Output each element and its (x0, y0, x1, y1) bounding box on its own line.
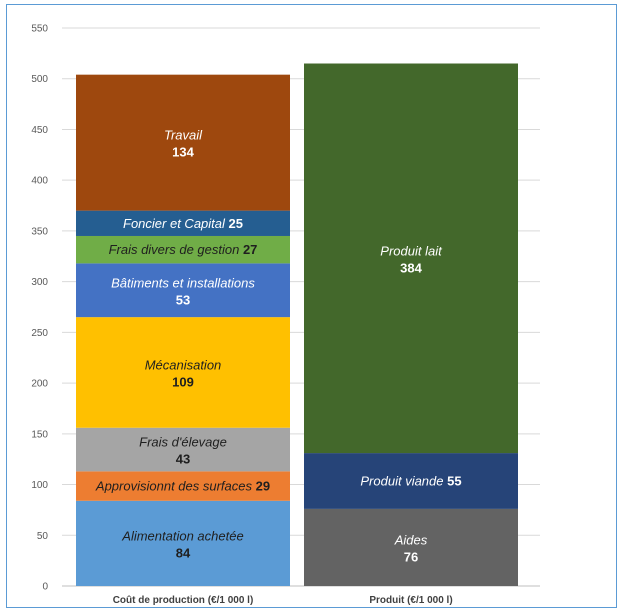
y-tick-label: 350 (31, 226, 48, 237)
y-tick-label: 450 (31, 125, 48, 136)
bar-segment (76, 471, 290, 501)
segment-label: Frais divers de gestion 27 (109, 242, 258, 257)
bars (76, 63, 518, 586)
segment-label: Produit viande 55 (360, 473, 461, 488)
segment-name: Mécanisation (145, 357, 222, 372)
segment-name: Frais divers de gestion (109, 242, 240, 257)
segment-value: 84 (176, 545, 191, 560)
bar-segment (76, 210, 290, 236)
bar-segment (76, 317, 290, 428)
bar-segment (76, 74, 290, 211)
segment-value: 25 (225, 216, 243, 231)
y-tick-label: 50 (37, 531, 49, 542)
segment-value: 29 (252, 479, 270, 494)
segment-label: Approvisionnt des surfaces 29 (95, 479, 270, 494)
data-labels: Alimentation achetée 84 Approvisionnt des … (95, 128, 462, 565)
segment-value: 76 (404, 549, 418, 564)
bar-segment (304, 63, 518, 454)
y-tick-label: 150 (31, 429, 48, 440)
segment-name: Travail (164, 128, 203, 143)
bar-segment (76, 263, 290, 318)
bar-segment (76, 235, 290, 264)
segment-name: Bâtiments et installations (111, 275, 255, 290)
segment-value: 55 (444, 473, 462, 488)
x-category-label: Coût de production (€/1 000 l) (113, 595, 254, 606)
x-category-label: Produit (€/1 000 l) (369, 595, 452, 606)
y-tick-label: 400 (31, 176, 48, 187)
segment-value: 384 (400, 260, 422, 275)
segment-name: Frais d'élevage (139, 435, 227, 450)
y-tick-label: 300 (31, 277, 48, 288)
segment-name: Alimentation achetée (121, 528, 243, 543)
bar-segment (304, 453, 518, 509)
segment-name: Produit viande (360, 473, 443, 488)
segment-value: 134 (172, 145, 194, 160)
y-tick-label: 550 (31, 24, 48, 35)
bar-segment (76, 500, 290, 586)
segment-name: Aides (394, 532, 428, 547)
segment-value: 43 (176, 452, 190, 467)
segment-name: Approvisionnt des surfaces (95, 479, 253, 494)
segment-value: 109 (172, 374, 194, 389)
segment-name: Produit lait (380, 243, 443, 258)
y-tick-label: 100 (31, 480, 48, 491)
y-tick-label: 500 (31, 74, 48, 85)
bar-segment (304, 508, 518, 586)
segment-label: Foncier et Capital 25 (123, 216, 243, 231)
y-tick-label: 200 (31, 379, 48, 390)
y-tick-label: 250 (31, 328, 48, 339)
y-tick-label: 0 (42, 582, 48, 593)
segment-value: 27 (239, 242, 257, 257)
segment-value: 53 (176, 292, 190, 307)
bar-segment (76, 427, 290, 472)
x-axis-category-labels: Coût de production (€/1 000 l) Produit (€… (113, 595, 453, 606)
segment-name: Foncier et Capital (123, 216, 226, 231)
y-axis-tick-labels: 0 50 100 150 200 250 300 350 400 450 500 550 (31, 24, 48, 593)
